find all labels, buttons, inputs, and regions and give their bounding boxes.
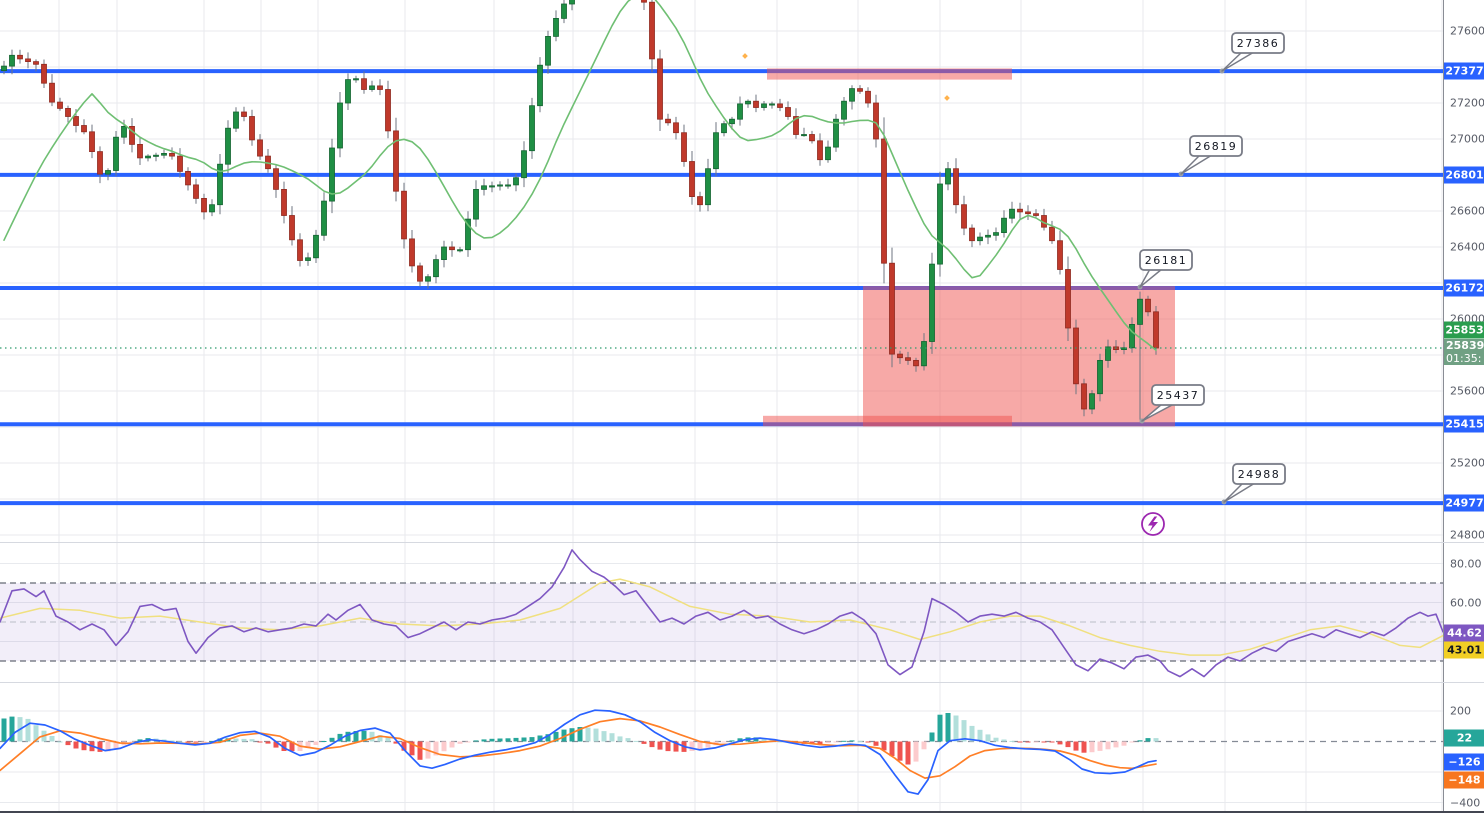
sparkle-markers	[742, 53, 950, 101]
axis-tick: 25600	[1450, 384, 1484, 398]
axis-tick: 60.00	[1450, 596, 1482, 609]
price-axis[interactable]: 27600 27200 27000 26600 26400 26000 25600 25200…	[1443, 0, 1484, 812]
rsi-pane	[0, 549, 1443, 678]
chart-canvas[interactable]: 27386 26819 26181 25437 24988	[0, 0, 1443, 812]
demand-strip[interactable]	[763, 415, 1012, 427]
axis-price-label: 26801	[1444, 166, 1484, 184]
axis-price-label: 43.01	[1444, 641, 1484, 659]
sparkle-icon	[944, 95, 950, 101]
axis-tick: 27600	[1450, 24, 1484, 38]
last-price-label: 25839 01:35:	[1444, 339, 1484, 365]
alert-lines[interactable]	[0, 69, 1443, 506]
price-callout-26181[interactable]: 26181	[1137, 249, 1193, 290]
demand-zone[interactable]	[863, 286, 1175, 427]
axis-price-label: 27377	[1444, 62, 1484, 80]
axis-tick: 200	[1450, 704, 1471, 718]
axis-price-label: 24977	[1444, 494, 1484, 512]
price-callout-26819[interactable]: 26819	[1178, 135, 1243, 177]
supply-strip[interactable]	[767, 68, 1012, 80]
gridlines	[0, 0, 1443, 811]
sparkle-icon	[742, 53, 748, 59]
axis-tick: 25200	[1450, 456, 1484, 470]
axis-price-label: 25853	[1444, 321, 1484, 339]
zones[interactable]	[763, 68, 1175, 427]
macd-pane	[0, 709, 1443, 795]
axis-price-label: −148	[1444, 771, 1484, 789]
axis-price-label: −126	[1444, 753, 1484, 771]
pane-separator-rsi[interactable]	[0, 542, 1484, 543]
price-callout-27386[interactable]: 27386	[1219, 32, 1285, 74]
svg-text:26181: 26181	[1145, 254, 1188, 267]
axis-tick: 26600	[1450, 204, 1484, 218]
price-callout-24988[interactable]: 24988	[1221, 463, 1286, 505]
axis-price-label: 44.62	[1444, 624, 1484, 642]
axis-tick: −400	[1450, 796, 1481, 809]
axis-tick: 27200	[1450, 96, 1484, 110]
axis-price-label: 25415	[1444, 415, 1484, 433]
time-axis-border	[0, 811, 1484, 813]
axis-tick: 27000	[1450, 132, 1484, 146]
price-callouts[interactable]: 27386 26819 26181 25437 24988	[1137, 32, 1286, 505]
axis-price-label: 26172	[1444, 279, 1484, 297]
price-callout-25437[interactable]: 25437	[1139, 384, 1205, 424]
axis-tick: 26400	[1450, 240, 1484, 254]
axis-price-label: 22	[1444, 729, 1484, 747]
svg-text:25437: 25437	[1157, 389, 1200, 402]
svg-text:26819: 26819	[1195, 140, 1238, 153]
lightning-icon[interactable]	[1141, 512, 1165, 536]
svg-text:27386: 27386	[1237, 37, 1280, 50]
axis-tick: 24800	[1450, 528, 1484, 542]
pane-separator-macd[interactable]	[0, 682, 1484, 683]
svg-text:24988: 24988	[1238, 468, 1281, 481]
axis-tick: 80.00	[1450, 557, 1482, 570]
ma-line	[3, 0, 1157, 352]
candlestick-series	[1, 0, 1159, 420]
